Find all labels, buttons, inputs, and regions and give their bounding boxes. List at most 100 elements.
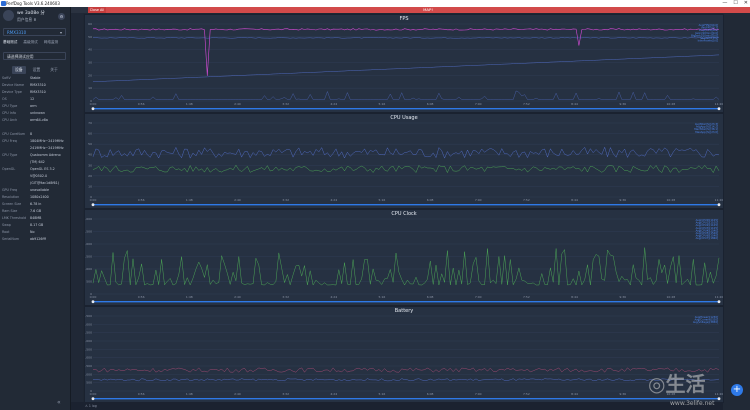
x-tick-label: 0:00 xyxy=(90,102,97,106)
info-row: LMK Threshold 848MB xyxy=(2,215,68,222)
info-value: (GIT@9ac1d8f61) xyxy=(30,181,59,185)
collapse-sidebar-icon[interactable]: « xyxy=(57,399,61,406)
app-select[interactable]: 请选择测试应用 xyxy=(3,52,66,60)
tab-about[interactable]: 关于 xyxy=(50,67,58,72)
info-row: Screen Size 6.78 in xyxy=(2,201,68,208)
tab-advanced-test[interactable]: 高级测试 xyxy=(23,40,38,44)
time-scrollbar[interactable] xyxy=(93,301,719,303)
legend-entry: Avg(CPU3)[1105] xyxy=(696,226,718,230)
time-scrollbar[interactable] xyxy=(93,108,719,110)
scroll-handle-end[interactable] xyxy=(717,397,721,401)
y-tick-label: 500 xyxy=(86,280,92,284)
legend-entry: Avg(CPU7)[1860] xyxy=(696,236,718,240)
y-tick-label: 3,500 xyxy=(85,331,92,335)
scroll-handle-start[interactable] xyxy=(91,107,95,111)
series-line-app xyxy=(92,164,720,174)
add-chart-button[interactable]: + xyxy=(731,384,743,396)
mode-tabs: 基础测试 高级测试 网络监测 xyxy=(3,40,67,45)
avatar[interactable] xyxy=(3,10,14,21)
chart-svg: 0 10 20 30 40 50 60 70 0:00 0:56 1:48 2:40 3:32 4:24 5… xyxy=(88,121,723,207)
info-value: V@0502.0 xyxy=(30,174,48,178)
x-tick-label: 11:20 xyxy=(715,392,723,396)
info-row: SerialNum ab9126fff xyxy=(2,236,68,243)
close-window-button[interactable]: ✕ xyxy=(743,0,748,6)
time-scrollbar[interactable] xyxy=(93,398,719,400)
y-tick-label: 10 xyxy=(88,86,92,90)
info-row: Root No xyxy=(2,229,68,236)
user-info-link[interactable]: 用户信息 ⬆ xyxy=(17,17,37,22)
tab-device[interactable]: 设备 xyxy=(12,66,26,74)
x-tick-label: 10:28 xyxy=(667,102,676,106)
y-tick-label: 2,000 xyxy=(85,356,92,360)
x-tick-label: 3:32 xyxy=(282,102,289,106)
y-tick-label: 0 xyxy=(90,99,92,103)
tab-network-monitor[interactable]: 网络监测 xyxy=(43,40,59,44)
y-tick-label: 1,500 xyxy=(85,255,92,259)
legend-entry: AvgTotal(%)[23.3] xyxy=(695,122,718,126)
x-tick-label: 8:44 xyxy=(571,198,578,202)
y-tick-label: 0 xyxy=(90,195,92,199)
series-line-fps xyxy=(92,28,720,76)
info-row: Device Type RMX3310 xyxy=(2,89,68,96)
close-all-tab[interactable]: Close All xyxy=(88,7,106,13)
scroll-handle-start[interactable] xyxy=(91,203,95,207)
x-tick-label: 4:24 xyxy=(330,102,337,106)
maximize-button[interactable]: ☐ xyxy=(733,0,738,6)
y-tick-label: 3,000 xyxy=(85,217,92,221)
info-tabs: 设备 设置 关于 xyxy=(12,66,61,74)
minimize-button[interactable]: — xyxy=(722,0,728,6)
scroll-handle-start[interactable] xyxy=(91,300,95,304)
tab-settings[interactable]: 设置 xyxy=(32,67,41,72)
info-key: CPU Type xyxy=(2,153,18,157)
settings-gear-icon[interactable]: ⚙ xyxy=(58,13,65,20)
chart-panel-1: CPU Usage 0 10 20 30 40 50 60 70 0:00 0:56 1:48 2:40… xyxy=(84,113,724,209)
info-row: Swap 8.17 GB xyxy=(2,222,68,229)
scroll-handle-end[interactable] xyxy=(717,107,721,111)
tab-basic-test[interactable]: 基础测试 xyxy=(3,40,18,44)
y-tick-label: 60 xyxy=(88,22,92,26)
info-row: Ram Size 7.6 GB xyxy=(2,208,68,215)
y-tick-label: 10 xyxy=(88,184,92,188)
chart-title: CPU Usage xyxy=(390,115,418,121)
y-tick-label: 1,000 xyxy=(85,372,92,376)
chart-svg: 0 500 1,000 1,500 2,000 2,500 3,000 3,500 4,000 4… xyxy=(85,314,723,401)
series-line-fps-avg xyxy=(92,37,720,39)
device-info-table: SoftV Stable Device Name RMX3310 Device Type… xyxy=(2,75,68,243)
info-row xyxy=(2,124,68,131)
info-value: (TM) 642 xyxy=(30,160,45,164)
profile-panel: we 3a08e 分 用户信息 ⬆ ⚙ xyxy=(0,7,70,25)
info-key xyxy=(2,159,30,166)
scroll-handle-end[interactable] xyxy=(717,203,721,207)
info-row: SoftV Stable xyxy=(2,75,68,82)
y-tick-label: 1,000 xyxy=(85,267,92,271)
tab-main[interactable]: MAP! xyxy=(106,7,750,13)
x-tick-label: 11:20 xyxy=(715,102,723,106)
x-tick-label: 6:08 xyxy=(427,295,434,299)
time-scrollbar[interactable] xyxy=(93,204,719,206)
y-tick-label: 50 xyxy=(88,142,92,146)
x-tick-label: 11:20 xyxy=(715,198,723,202)
legend-entry: AvgApp(%)[14.2] xyxy=(696,125,718,129)
y-tick-label: 500 xyxy=(86,381,92,385)
x-tick-label: 8:44 xyxy=(571,102,578,106)
x-tick-label: 0:56 xyxy=(138,198,145,202)
info-key: Swap xyxy=(2,223,11,227)
legend-entry: InterFrame[0.0] xyxy=(698,39,718,43)
device-select-value: RMX3310 xyxy=(7,30,27,35)
series-line-current xyxy=(92,378,720,382)
scroll-handle-start[interactable] xyxy=(91,397,95,401)
x-tick-label: 0:00 xyxy=(90,295,97,299)
info-key: Root xyxy=(2,230,10,234)
x-tick-label: 7:00 xyxy=(475,198,482,202)
y-tick-label: 40 xyxy=(88,153,92,157)
info-value: arm xyxy=(30,104,37,108)
scroll-handle-end[interactable] xyxy=(717,300,721,304)
info-key: CPU Arch xyxy=(2,118,18,122)
x-tick-label: 11:20 xyxy=(715,295,723,299)
info-key xyxy=(2,180,30,187)
y-tick-label: 3,000 xyxy=(85,339,92,343)
x-tick-label: 5:16 xyxy=(379,102,386,106)
device-select[interactable]: RMX3310 ▾ xyxy=(3,28,66,36)
info-value: 7.6 GB xyxy=(30,209,42,213)
chart-title: FPS xyxy=(399,16,409,22)
